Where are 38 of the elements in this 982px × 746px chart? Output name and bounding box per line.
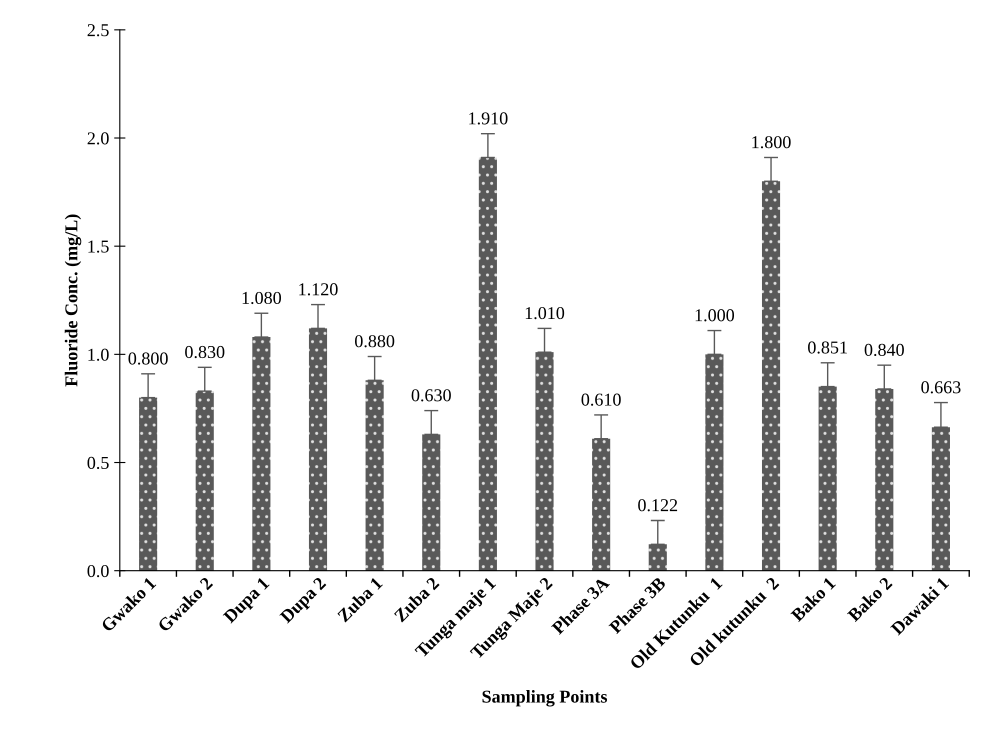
data-label: 1.800 bbox=[752, 136, 791, 148]
bar bbox=[139, 398, 158, 571]
bar bbox=[478, 157, 497, 571]
data-label: 0.663 bbox=[921, 381, 961, 394]
bar bbox=[592, 438, 610, 571]
data-label: 0.880 bbox=[355, 335, 394, 348]
y-axis-title: Fluoride Conc. (mg/L) bbox=[64, 214, 82, 386]
data-label: 1.910 bbox=[469, 112, 508, 125]
bar bbox=[818, 386, 837, 571]
x-axis-title: Sampling Points bbox=[482, 690, 608, 707]
bar bbox=[648, 544, 667, 571]
bar bbox=[932, 427, 950, 571]
data-label: 0.630 bbox=[412, 389, 451, 402]
y-tick-label: 1.5 bbox=[88, 240, 109, 253]
data-label: 1.010 bbox=[526, 306, 564, 320]
y-tick-label: 0.5 bbox=[88, 456, 109, 470]
data-label: 0.851 bbox=[808, 341, 847, 354]
bar bbox=[422, 434, 440, 571]
bar bbox=[366, 380, 384, 571]
bar bbox=[875, 388, 894, 571]
y-tick-label: 2.0 bbox=[88, 132, 109, 145]
data-label: 0.840 bbox=[864, 344, 904, 356]
bar bbox=[196, 391, 214, 571]
bar bbox=[705, 354, 724, 571]
y-tick-label: 2.5 bbox=[88, 24, 109, 36]
bar bbox=[252, 337, 270, 571]
data-label: 1.000 bbox=[696, 309, 734, 322]
data-label: 0.830 bbox=[185, 346, 224, 358]
data-label: 0.122 bbox=[638, 499, 678, 512]
data-label: 0.800 bbox=[128, 352, 168, 365]
data-label: 1.080 bbox=[242, 292, 281, 304]
data-label: 0.610 bbox=[582, 394, 621, 406]
data-label: 1.120 bbox=[299, 283, 338, 296]
bar bbox=[762, 181, 780, 571]
y-tick-label: 1.0 bbox=[88, 348, 109, 361]
bar bbox=[535, 352, 554, 571]
y-tick-label: 0.0 bbox=[88, 564, 109, 578]
bar bbox=[308, 328, 328, 571]
